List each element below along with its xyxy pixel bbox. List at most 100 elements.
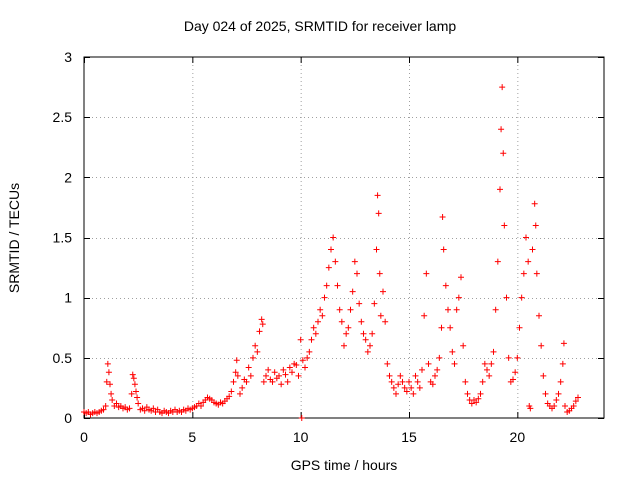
data-point (479, 378, 486, 385)
data-point (439, 214, 446, 221)
data-point (233, 357, 240, 364)
data-point (133, 388, 139, 395)
data-point (532, 222, 539, 229)
data-point (498, 126, 505, 133)
data-point (525, 258, 532, 265)
data-point (384, 360, 391, 367)
data-point (317, 306, 324, 313)
data-point (453, 306, 460, 313)
data-point (297, 336, 304, 343)
y-tick-label: 1.5 (53, 230, 73, 246)
data-point (128, 390, 135, 397)
data-point (451, 360, 458, 367)
data-point (473, 399, 480, 406)
data-point (349, 288, 356, 295)
data-point (135, 400, 142, 407)
x-tick-label: 0 (80, 429, 88, 445)
data-point (401, 384, 408, 391)
data-point (234, 372, 241, 379)
data-point (403, 388, 410, 395)
data-point (259, 321, 266, 328)
x-tick-label: 10 (293, 429, 309, 445)
data-point (130, 375, 137, 382)
data-point (492, 306, 499, 313)
data-point (250, 354, 256, 361)
data-point (345, 324, 352, 331)
data-point (312, 330, 319, 337)
grid-lines (84, 57, 604, 418)
data-point (510, 376, 516, 383)
data-point (310, 324, 317, 331)
data-point (553, 396, 560, 403)
data-point (319, 312, 326, 319)
data-point (390, 384, 397, 391)
data-point (512, 369, 519, 376)
data-point (557, 378, 564, 385)
data-point (395, 381, 402, 388)
data-point (412, 372, 419, 379)
data-point (230, 378, 237, 385)
data-point (499, 84, 506, 91)
data-point (475, 395, 482, 402)
data-point (464, 390, 471, 397)
data-point (315, 318, 321, 325)
data-point (393, 390, 399, 397)
data-point (449, 348, 456, 355)
data-point (494, 258, 501, 265)
data-point (356, 300, 363, 307)
data-point (334, 282, 341, 289)
data-point (497, 186, 503, 193)
y-tick-label: 3 (64, 49, 72, 65)
y-axis-label: SRMTID / TECUs (6, 182, 22, 294)
data-point (434, 366, 441, 373)
data-point (377, 312, 384, 319)
data-point (343, 330, 350, 337)
data-point (425, 360, 432, 367)
data-point (325, 264, 332, 271)
y-tick-label: 1 (64, 290, 72, 306)
data-point (105, 369, 112, 376)
data-point (336, 306, 343, 313)
data-point (436, 354, 443, 361)
data-point (308, 336, 315, 343)
data-point (531, 200, 538, 207)
data-point (503, 294, 510, 301)
data-point (397, 372, 404, 379)
data-point (429, 381, 436, 388)
data-point (109, 396, 116, 403)
data-point (323, 282, 330, 289)
data-point (376, 270, 383, 277)
data-point (126, 405, 133, 412)
data-point (380, 288, 386, 295)
data-point (460, 342, 467, 349)
data-point (198, 402, 204, 409)
data-point (354, 270, 360, 277)
data-point (104, 360, 111, 367)
x-tick-label: 20 (510, 429, 526, 445)
data-point (416, 384, 423, 391)
data-point (477, 390, 484, 397)
data-point (276, 372, 282, 379)
x-tick-label: 5 (188, 429, 196, 445)
data-point (362, 336, 369, 343)
data-point (438, 324, 445, 331)
data-points (81, 84, 581, 421)
data-point (347, 306, 354, 313)
data-point (302, 364, 308, 371)
data-point (304, 354, 311, 361)
data-point (440, 246, 447, 253)
data-point (108, 390, 115, 397)
data-point (107, 381, 113, 388)
y-tick-label: 0.5 (53, 350, 73, 366)
data-point (360, 330, 367, 337)
data-point (371, 300, 378, 307)
data-point (374, 192, 381, 199)
data-point (560, 340, 567, 347)
data-point (260, 378, 267, 385)
data-point (280, 366, 287, 373)
data-point (505, 354, 512, 361)
data-point (500, 150, 507, 157)
data-point (540, 372, 547, 379)
data-point (399, 378, 406, 385)
